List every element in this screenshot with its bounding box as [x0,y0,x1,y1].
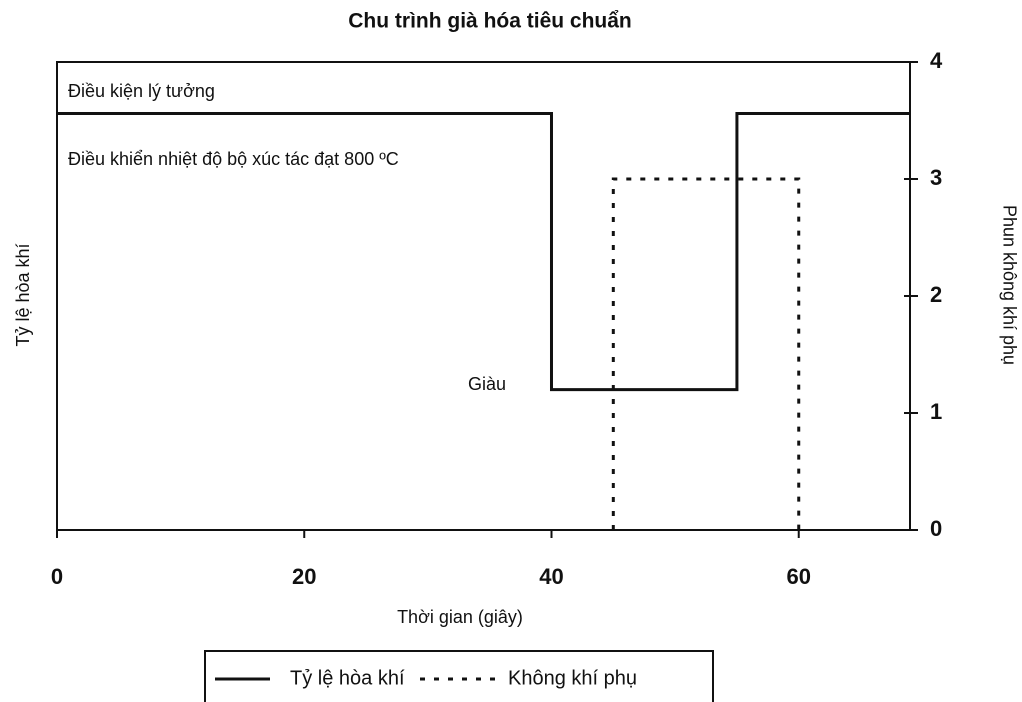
y2-tick-label: 0 [930,516,942,541]
y2-tick-label: 2 [930,282,942,307]
annotation: Điều kiện lý tưởng [68,81,215,101]
x-axis-label: Thời gian (giây) [397,607,523,627]
legend-label: Không khí phụ [508,667,637,689]
annotation: Điều khiển nhiệt độ bộ xúc tác đạt 800 º… [68,149,399,169]
y2-tick-label: 4 [930,48,943,73]
annotation: Giàu [468,374,506,394]
x-tick-label: 40 [539,564,563,589]
series-line [57,111,910,392]
x-tick-label: 60 [786,564,810,589]
legend-label: Tỷ lệ hòa khí [290,667,405,689]
chart-title: Chu trình già hóa tiêu chuẩn [348,10,632,33]
plot-frame [56,61,911,531]
y2-tick-label: 3 [930,165,942,190]
series-line [611,177,801,530]
x-tick-label: 20 [292,564,316,589]
y2-axis-label: Phun không khí phụ [999,205,1019,365]
legend-box [204,650,714,702]
y-axis-label: Tỷ lệ hòa khí [13,243,33,346]
y2-tick-label: 1 [930,399,942,424]
x-tick-label: 0 [51,564,63,589]
